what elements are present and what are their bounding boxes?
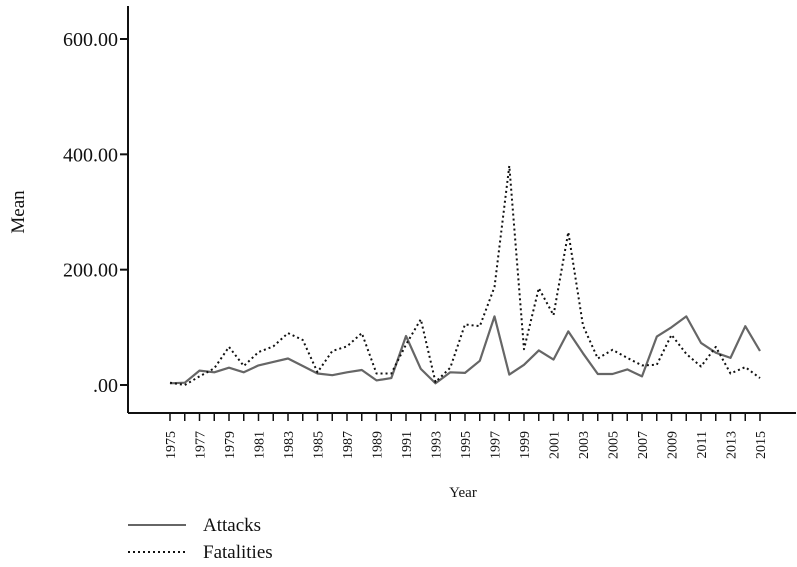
x-axis-ticks: 1975 1977 1979 1981 1983 1985 1987 1989 1991 1993…	[164, 413, 769, 459]
x-tick-label: 2015	[754, 431, 769, 459]
series-attacks	[169, 315, 761, 385]
legend-attacks-label: Attacks	[203, 515, 261, 536]
x-tick-label: 1995	[459, 431, 474, 459]
series-fatalities	[169, 164, 761, 386]
chart-axes	[127, 6, 796, 414]
legend: Attacks Fatalities	[128, 515, 273, 563]
y-tick-label: 400.00	[63, 144, 118, 166]
x-tick-label: 2011	[695, 431, 710, 458]
y-axis-ticks: .00 200.00 400.00 600.00	[63, 29, 128, 397]
y-tick-label: 600.00	[63, 29, 118, 51]
x-tick-label: 1983	[282, 431, 297, 459]
y-axis-title: Mean	[8, 190, 29, 234]
x-tick-label: 1977	[194, 431, 209, 459]
legend-fatalities-label: Fatalities	[203, 542, 273, 563]
x-tick-label: 2003	[577, 431, 592, 459]
x-tick-label: 1985	[312, 431, 327, 459]
x-tick-label: 1997	[489, 431, 504, 459]
y-tick-label: 200.00	[63, 260, 118, 282]
x-tick-label: 1993	[430, 431, 445, 459]
x-tick-label: 2013	[725, 431, 740, 459]
x-tick-label: 1981	[253, 431, 268, 459]
x-tick-label: 2001	[548, 431, 563, 459]
series-line-fatalities	[169, 164, 761, 386]
x-tick-label: 1979	[223, 431, 238, 459]
series-layer	[169, 164, 761, 386]
x-tick-label: 1989	[371, 431, 386, 459]
series-line-attacks	[169, 315, 761, 385]
x-tick-label: 1991	[400, 431, 415, 459]
y-tick-label: .00	[93, 375, 118, 397]
x-tick-label: 1987	[341, 431, 356, 459]
x-tick-label: 2009	[666, 431, 681, 459]
x-tick-label: 2007	[636, 431, 651, 459]
x-tick-label: 2005	[607, 431, 622, 459]
x-tick-label: 1975	[164, 431, 179, 459]
x-axis-title: Year	[449, 485, 477, 501]
x-tick-label: 1999	[518, 431, 533, 459]
